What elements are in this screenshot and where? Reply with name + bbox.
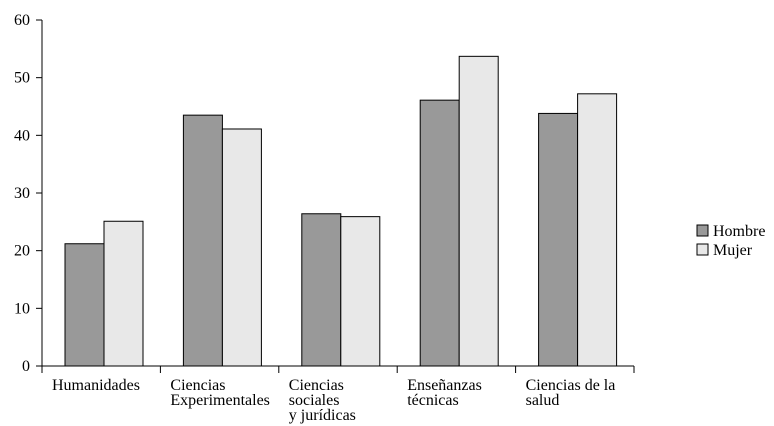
category-label: y jurídicas — [289, 407, 356, 424]
bar-mujer-2 — [340, 216, 381, 367]
legend: Hombre Mujer — [696, 223, 765, 259]
legend-swatch-hombre — [696, 224, 709, 237]
bar-hombre-2 — [301, 213, 342, 367]
category-label: salud — [526, 392, 560, 409]
category-label: Ciencias — [289, 377, 344, 394]
y-tick-label: 30 — [14, 185, 30, 202]
legend-swatch-mujer — [696, 243, 709, 256]
category-label: Enseñanzas — [407, 377, 482, 394]
y-tick-label: 60 — [14, 12, 30, 29]
y-tick-label: 40 — [14, 127, 30, 144]
category-label: Experimentales — [170, 392, 270, 409]
y-tick-label: 20 — [14, 243, 30, 260]
bar-hombre-3 — [419, 99, 460, 367]
chart-bars — [64, 55, 618, 367]
y-tick-label: 0 — [22, 358, 30, 375]
legend-label-hombre: Hombre — [713, 223, 765, 240]
bar-hombre-1 — [182, 114, 223, 367]
bar-mujer-1 — [221, 128, 262, 367]
category-label: Ciencias de la — [526, 377, 616, 394]
legend-label-mujer: Mujer — [713, 242, 753, 259]
category-label: técnicas — [407, 392, 459, 409]
category-label: Humanidades — [52, 377, 140, 394]
category-label: Ciencias — [170, 377, 225, 394]
bar-hombre-4 — [538, 112, 579, 367]
y-tick-label: 10 — [14, 300, 30, 317]
bar-hombre-0 — [64, 243, 105, 367]
category-label: sociales — [289, 392, 340, 409]
bar-mujer-0 — [103, 220, 144, 367]
category-labels: Humanidades CienciasExperimentalesCiencia… — [52, 377, 615, 424]
y-tick-label: 50 — [14, 70, 30, 87]
bar-mujer-3 — [458, 55, 499, 367]
bar-mujer-4 — [577, 93, 618, 367]
